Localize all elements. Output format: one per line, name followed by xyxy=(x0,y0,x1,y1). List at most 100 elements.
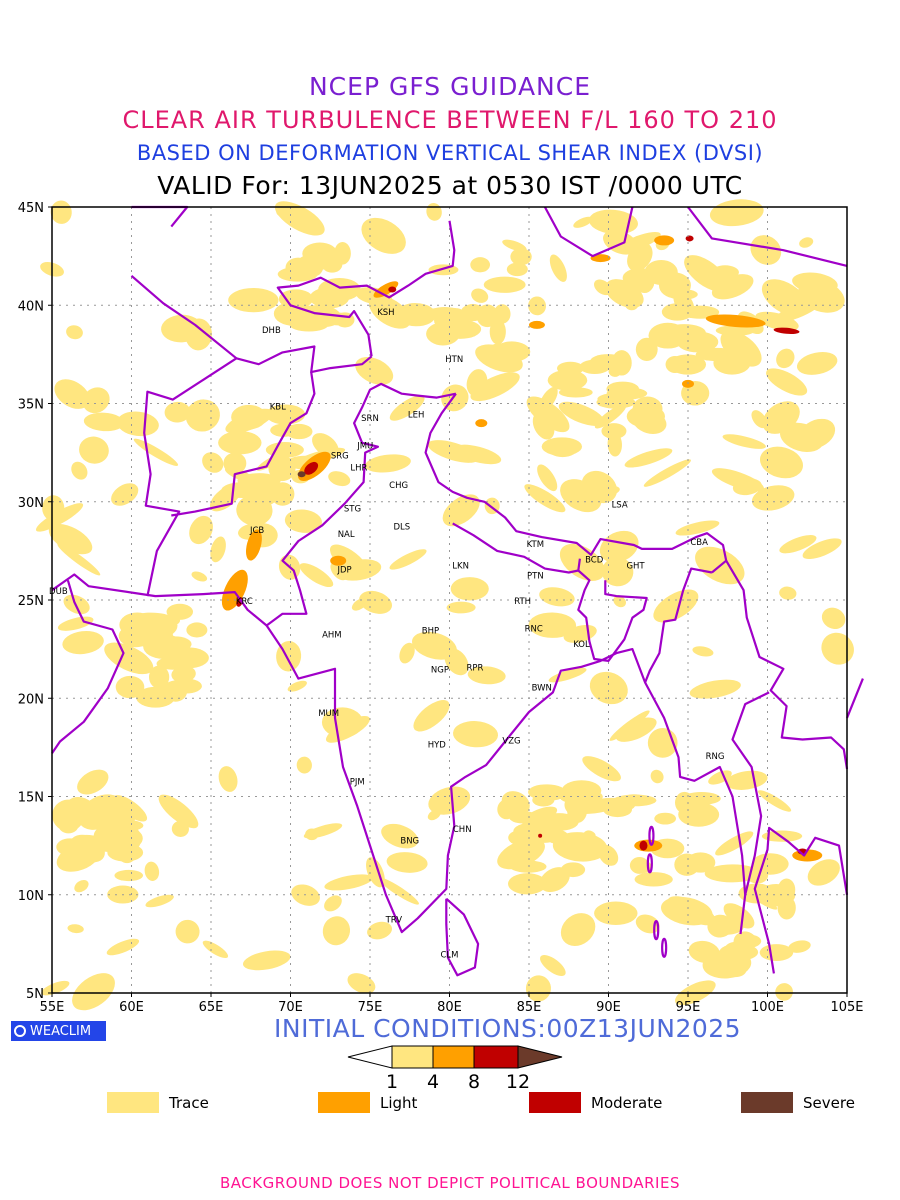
city-label-dub: DUB xyxy=(49,587,68,597)
trace-area xyxy=(278,289,314,309)
trace-area xyxy=(622,268,658,288)
lon-tick-label: 75E xyxy=(358,1000,383,1015)
border-line xyxy=(445,897,480,977)
trace-area xyxy=(669,354,707,375)
legend-item-severe: Severe xyxy=(741,1092,855,1113)
trace-area xyxy=(802,538,842,560)
city-label-bwn: BWN xyxy=(532,683,552,693)
trace-area xyxy=(116,411,159,437)
trace-area xyxy=(548,667,587,683)
lat-tick-label: 20N xyxy=(18,692,44,707)
city-label-rnc: RNC xyxy=(525,624,543,634)
trace-area xyxy=(322,916,351,946)
trace-area xyxy=(756,884,796,907)
border-line xyxy=(276,220,456,357)
colorbar-severe-arrow xyxy=(517,1045,563,1069)
trace-area xyxy=(489,319,506,345)
trace-area xyxy=(386,852,428,873)
trace-area xyxy=(309,287,350,309)
disclaimer-footer: BACKGROUND DOES NOT DEPICT POLITICAL BOU… xyxy=(220,1174,680,1192)
trace-area xyxy=(248,480,279,507)
lat-tick-label: 15N xyxy=(18,791,44,806)
light-turbulence-area xyxy=(475,419,488,428)
lon-tick-label: 80E xyxy=(437,1000,462,1015)
trace-area xyxy=(792,272,838,294)
colorbar-tick-label: 4 xyxy=(427,1071,439,1093)
trace-area xyxy=(132,623,174,649)
light-turbulence-area xyxy=(246,529,262,561)
chart-title: NCEP GFS GUIDANCE xyxy=(308,72,591,101)
trace-area xyxy=(160,614,181,626)
trace-area xyxy=(56,838,84,856)
trace-area xyxy=(682,791,721,805)
trace-area xyxy=(57,543,101,576)
trace-area xyxy=(389,395,425,421)
severe-turbulence-area xyxy=(297,471,306,478)
trace-area xyxy=(284,509,323,533)
trace-area xyxy=(305,251,324,277)
city-label-rpr: RPR xyxy=(466,664,483,674)
trace-area xyxy=(609,710,650,741)
logo-text: WEACLIM xyxy=(30,1023,92,1039)
trace-area xyxy=(466,369,488,397)
trace-area xyxy=(365,454,411,473)
trace-area xyxy=(788,940,811,953)
city-label-vzg: VZG xyxy=(502,736,520,746)
trace-area xyxy=(77,769,109,795)
trace-area xyxy=(539,867,570,893)
trace-area xyxy=(133,438,179,466)
city-label-lkn: LKN xyxy=(452,562,469,572)
trace-area xyxy=(807,859,840,886)
trace-area xyxy=(347,973,376,994)
city-label-jcb: JCB xyxy=(249,526,264,536)
lon-tick-label: 95E xyxy=(676,1000,701,1015)
trace-area xyxy=(736,934,762,948)
border-line xyxy=(577,569,648,662)
trace-area xyxy=(111,483,139,506)
trace-area xyxy=(558,387,593,398)
lat-tick-label: 5N xyxy=(26,987,44,1002)
city-label-srn: SRN xyxy=(361,414,379,424)
trace-area xyxy=(454,444,502,465)
border-line xyxy=(543,206,634,258)
trace-area xyxy=(675,520,720,536)
border-line xyxy=(51,579,125,754)
trace-area xyxy=(779,586,797,600)
trace-area xyxy=(355,356,394,385)
trace-area xyxy=(57,616,94,631)
light-turbulence-area xyxy=(330,555,347,566)
lon-tick-label: 90E xyxy=(596,1000,621,1015)
border-line xyxy=(171,371,316,517)
border-line xyxy=(265,382,457,627)
trace-area xyxy=(324,874,374,891)
trace-area xyxy=(93,823,138,848)
trace-area xyxy=(145,894,174,908)
trace-area xyxy=(218,766,238,792)
city-label-hyd: HYD xyxy=(428,740,447,750)
trace-area xyxy=(106,938,140,956)
trace-area xyxy=(685,852,716,873)
trace-area xyxy=(599,530,639,563)
trace-area xyxy=(780,422,824,452)
trace-area xyxy=(79,436,109,464)
trace-area xyxy=(470,257,491,273)
trace-area xyxy=(186,622,208,638)
colorbar-tick-label: 12 xyxy=(506,1071,530,1093)
trace-area xyxy=(634,872,673,887)
city-label-jmu: JMU xyxy=(356,442,373,452)
lon-tick-label: 105E xyxy=(830,1000,863,1015)
moderate-turbulence-area xyxy=(639,840,648,851)
trace-area xyxy=(549,254,567,282)
city-label-srg: SRG xyxy=(331,452,349,462)
trace-area xyxy=(606,381,640,397)
trace-area xyxy=(615,717,657,742)
border-line xyxy=(143,345,373,597)
colorbar-low-arrow xyxy=(347,1045,393,1069)
trace-area xyxy=(658,272,691,299)
trace-area xyxy=(171,665,196,683)
city-label-stg: STG xyxy=(344,505,361,515)
city-label-leh: LEH xyxy=(408,410,425,420)
trace-area xyxy=(622,794,646,805)
trace-area xyxy=(624,448,673,468)
